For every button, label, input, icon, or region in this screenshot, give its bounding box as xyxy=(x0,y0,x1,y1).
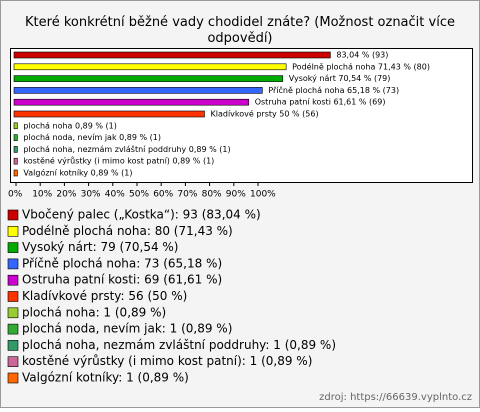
legend-label: Kladívkové prsty: 56 (50 %) xyxy=(22,289,187,303)
legend-swatch xyxy=(7,226,19,237)
x-tick-label: 90% xyxy=(226,190,246,200)
value-label: plochá noda, nevím jak 0,89 % (1) xyxy=(23,133,161,142)
bar xyxy=(13,51,331,59)
x-tick-label: 100% xyxy=(250,190,276,200)
chart-title: Které konkrétní běžné vady chodidel znát… xyxy=(25,15,455,46)
legend-swatch xyxy=(7,372,19,384)
legend-swatch xyxy=(7,258,19,270)
legend-label: plochá noha: 1 (0,89 %) xyxy=(22,305,166,319)
bar xyxy=(13,98,250,106)
legend-swatch xyxy=(7,242,19,253)
legend-label: Vbočený palec („Kostka“): 93 (83,04 %) xyxy=(22,208,261,222)
legend-swatch xyxy=(7,323,19,335)
x-tick-label: 80% xyxy=(202,190,222,200)
value-label: Valgózní kotníky 0,89 % (1) xyxy=(23,168,132,178)
value-label: Ostruha patní kosti 61,61 % (69) xyxy=(255,98,386,107)
plot-area xyxy=(10,48,473,183)
legend-swatch xyxy=(7,209,19,221)
value-label: Vysoký nárt 70,54 % (79) xyxy=(289,74,391,83)
value-label: 83,04 % (93) xyxy=(336,51,388,60)
value-label: kostěné výrůstky (i mimo kost patní) 0,8… xyxy=(23,156,214,166)
x-tick-label: 60% xyxy=(153,190,173,200)
value-label: Příčně plochá noha 65,18 % (73) xyxy=(268,85,399,95)
x-tick-label: 50% xyxy=(129,190,149,200)
value-label: Podélně plochá noha 71,43 % (80) xyxy=(292,61,430,71)
bar xyxy=(13,157,18,165)
value-label: plochá noha 0,89 % (1) xyxy=(23,121,116,130)
source: zdroj: https://66639.vyplnto.cz xyxy=(319,392,472,403)
legend-label: Ostruha patní kosti: 69 (61,61 %) xyxy=(22,273,222,287)
legend-swatch xyxy=(7,340,19,351)
x-tick-label: 20% xyxy=(56,190,76,200)
bar xyxy=(13,122,18,130)
legend-label: plochá noda, nevím jak: 1 (0,89 %) xyxy=(22,322,232,336)
legend-label: Vysoký nárt: 79 (70,54 %) xyxy=(22,240,179,254)
legend-label: Podélně plochá noha: 80 (71,43 %) xyxy=(22,224,233,238)
legend-label: plochá noha, nezmám zvláštní poddruhy: 1… xyxy=(22,338,336,352)
bar xyxy=(13,146,18,153)
x-tick-label: 10% xyxy=(32,190,52,200)
value-label: Kladívkové prsty 50 % (56) xyxy=(211,109,319,119)
legend-label: Příčně plochá noha: 73 (65,18 %) xyxy=(22,256,222,270)
x-tick-label: 0% xyxy=(8,190,23,200)
legend-label: Valgózní kotníky: 1 (0,89 %) xyxy=(22,371,189,385)
x-tick-label: 40% xyxy=(105,190,125,200)
bar xyxy=(13,75,284,82)
legend-swatch xyxy=(7,274,19,286)
legend-swatch xyxy=(7,307,19,319)
bar xyxy=(13,134,18,141)
legend-swatch xyxy=(7,291,19,302)
bar xyxy=(13,169,18,177)
legend-swatch xyxy=(7,356,19,368)
bar xyxy=(13,63,287,71)
x-tick-label: 30% xyxy=(81,190,101,200)
legend-label: kostěné výrůstky (i mimo kost patní): 1 … xyxy=(22,354,312,368)
value-label: plochá noha, nezmám zvláštní poddruhy 0,… xyxy=(23,144,230,154)
x-tick-label: 70% xyxy=(177,190,197,200)
bar xyxy=(13,87,263,94)
bar xyxy=(13,110,205,118)
